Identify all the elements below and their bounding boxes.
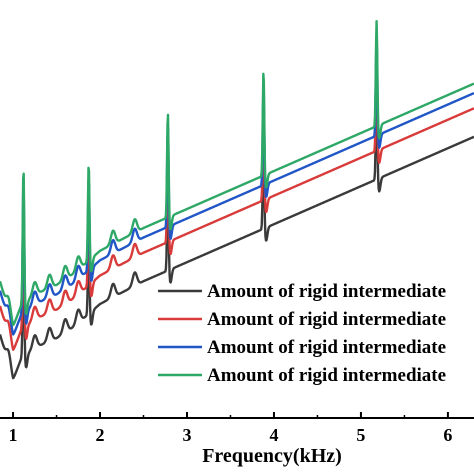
- series-line-2: [0, 52, 474, 351]
- series-line-4: [0, 19, 474, 327]
- legend: Amount of rigid intermediate Amount of ri…: [158, 281, 446, 386]
- legend-label-4: Amount of rigid intermediate: [207, 365, 446, 386]
- x-axis-label: Frequency(kHz): [202, 445, 342, 467]
- series-line-3: [0, 33, 474, 336]
- x-tick-label: 1: [9, 425, 18, 445]
- legend-label-1: Amount of rigid intermediate: [207, 281, 446, 302]
- x-tick-label: 5: [356, 425, 365, 445]
- plot-area: [0, 19, 474, 380]
- x-tick-label: 6: [443, 425, 452, 445]
- series-line-1: [0, 88, 474, 380]
- legend-label-2: Amount of rigid intermediate: [207, 309, 446, 330]
- legend-label-3: Amount of rigid intermediate: [207, 337, 446, 358]
- x-tick-label: 3: [182, 425, 191, 445]
- x-tick-label: 4: [269, 425, 278, 445]
- axes: 1 2 3 4 5 6: [0, 412, 474, 445]
- x-tick-label: 2: [96, 425, 105, 445]
